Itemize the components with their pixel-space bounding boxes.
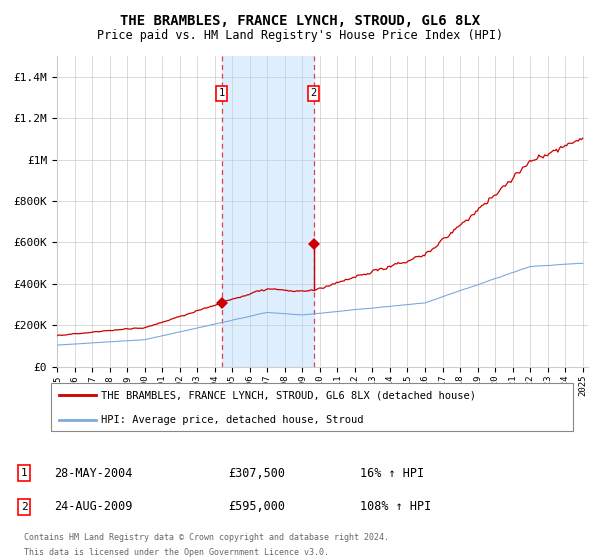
Text: 2: 2 — [311, 88, 317, 99]
Text: 1: 1 — [218, 88, 225, 99]
Text: THE BRAMBLES, FRANCE LYNCH, STROUD, GL6 8LX (detached house): THE BRAMBLES, FRANCE LYNCH, STROUD, GL6 … — [101, 390, 476, 400]
Text: This data is licensed under the Open Government Licence v3.0.: This data is licensed under the Open Gov… — [24, 548, 329, 557]
Text: HPI: Average price, detached house, Stroud: HPI: Average price, detached house, Stro… — [101, 414, 364, 424]
Text: £307,500: £307,500 — [228, 466, 285, 480]
Text: 1: 1 — [20, 468, 28, 478]
Text: £595,000: £595,000 — [228, 500, 285, 514]
Text: THE BRAMBLES, FRANCE LYNCH, STROUD, GL6 8LX: THE BRAMBLES, FRANCE LYNCH, STROUD, GL6 … — [120, 14, 480, 28]
Text: 16% ↑ HPI: 16% ↑ HPI — [360, 466, 424, 480]
Text: 28-MAY-2004: 28-MAY-2004 — [54, 466, 133, 480]
Text: 24-AUG-2009: 24-AUG-2009 — [54, 500, 133, 514]
Text: Price paid vs. HM Land Registry's House Price Index (HPI): Price paid vs. HM Land Registry's House … — [97, 29, 503, 42]
Text: 2: 2 — [20, 502, 28, 512]
Text: Contains HM Land Registry data © Crown copyright and database right 2024.: Contains HM Land Registry data © Crown c… — [24, 533, 389, 542]
FancyBboxPatch shape — [50, 384, 574, 431]
Text: 108% ↑ HPI: 108% ↑ HPI — [360, 500, 431, 514]
Bar — [222, 56, 314, 367]
